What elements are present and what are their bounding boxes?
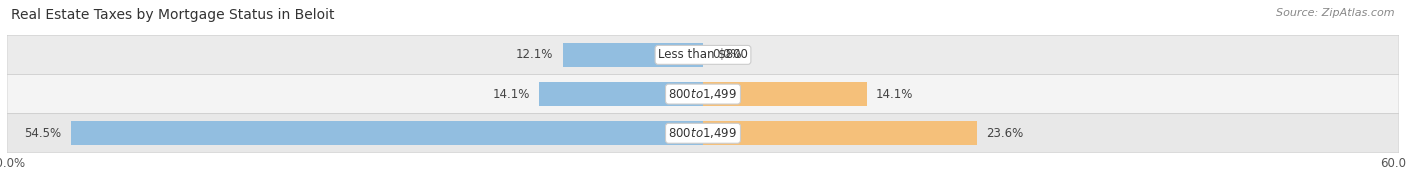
Bar xyxy=(540,82,703,106)
Bar xyxy=(703,82,866,106)
Text: 0.0%: 0.0% xyxy=(713,48,742,61)
Text: 14.1%: 14.1% xyxy=(876,88,914,101)
Text: 12.1%: 12.1% xyxy=(516,48,554,61)
Text: Less than $800: Less than $800 xyxy=(658,48,748,61)
FancyBboxPatch shape xyxy=(7,114,1399,153)
Bar xyxy=(562,43,703,67)
FancyBboxPatch shape xyxy=(7,74,1399,114)
Text: 54.5%: 54.5% xyxy=(24,127,62,140)
FancyBboxPatch shape xyxy=(7,35,1399,74)
Text: $800 to $1,499: $800 to $1,499 xyxy=(668,126,738,140)
Bar xyxy=(70,121,703,145)
Text: $800 to $1,499: $800 to $1,499 xyxy=(668,87,738,101)
Text: 23.6%: 23.6% xyxy=(986,127,1024,140)
Text: Real Estate Taxes by Mortgage Status in Beloit: Real Estate Taxes by Mortgage Status in … xyxy=(11,8,335,22)
Text: 14.1%: 14.1% xyxy=(492,88,530,101)
Text: Source: ZipAtlas.com: Source: ZipAtlas.com xyxy=(1277,8,1395,18)
Bar xyxy=(703,121,977,145)
